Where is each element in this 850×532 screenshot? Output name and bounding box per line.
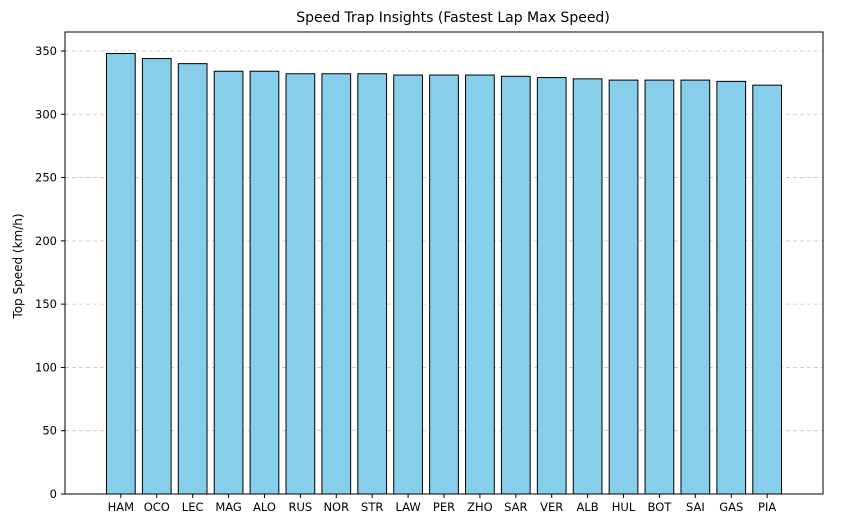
y-axis-label: Top Speed (km/h) — [11, 213, 25, 319]
x-tick-label: STR — [361, 500, 383, 514]
bar-ham — [105, 53, 136, 495]
x-tick-label: SAR — [504, 500, 527, 514]
bar-gas — [716, 80, 747, 495]
x-tick-label: PER — [433, 500, 455, 514]
bar-mag — [213, 70, 244, 495]
bar-oco — [141, 58, 172, 495]
bar-ver — [536, 77, 567, 495]
y-tick-label: 150 — [35, 297, 57, 311]
x-tick-label: GAS — [719, 500, 743, 514]
bar-pia — [752, 84, 783, 495]
x-tick-label: BOT — [648, 500, 673, 514]
bars — [105, 53, 783, 495]
x-tick-label: ALB — [577, 500, 599, 514]
x-tick-label: LAW — [395, 500, 420, 514]
bar-sar — [500, 75, 531, 495]
bar-sai — [680, 79, 711, 495]
bar-alb — [572, 78, 603, 495]
bar-bot — [644, 79, 675, 495]
x-tick-label: OCO — [144, 500, 170, 514]
x-tick-label: MAG — [215, 500, 242, 514]
bar-str — [357, 73, 388, 495]
x-tick-label: HAM — [108, 500, 134, 514]
x-tick-label: HUL — [612, 500, 636, 514]
x-tick-label: ZHO — [467, 500, 493, 514]
y-tick-label: 250 — [35, 171, 57, 185]
y-tick-label: 50 — [42, 424, 57, 438]
bar-per — [429, 74, 459, 495]
y-tick-label: 350 — [35, 44, 57, 58]
bar-hul — [608, 79, 639, 495]
bar-rus — [285, 73, 316, 495]
y-tick-label: 200 — [35, 234, 57, 248]
y-ticks: 0 50 100 150 200 250 300 350 — [35, 44, 65, 501]
bar-zho — [465, 74, 495, 495]
x-ticks: HAM OCO LEC MAG ALO RUS NOR STR LAW PER ZHO SAR VER A… — [108, 494, 776, 514]
bar-lec — [177, 63, 208, 495]
x-tick-label: ALO — [253, 500, 276, 514]
y-tick-label: 0 — [50, 487, 57, 501]
y-tick-label: 300 — [35, 107, 57, 121]
x-tick-label: SAI — [686, 500, 705, 514]
bar-alo — [249, 70, 280, 495]
x-tick-label: RUS — [289, 500, 313, 514]
y-tick-label: 100 — [35, 360, 57, 374]
x-tick-label: LEC — [182, 500, 204, 514]
x-tick-label: NOR — [323, 500, 349, 514]
bar-law — [393, 74, 423, 495]
x-tick-label: PIA — [758, 500, 776, 514]
chart-title: Speed Trap Insights (Fastest Lap Max Spe… — [296, 10, 610, 26]
bar-nor — [321, 73, 352, 495]
x-tick-label: VER — [540, 500, 563, 514]
